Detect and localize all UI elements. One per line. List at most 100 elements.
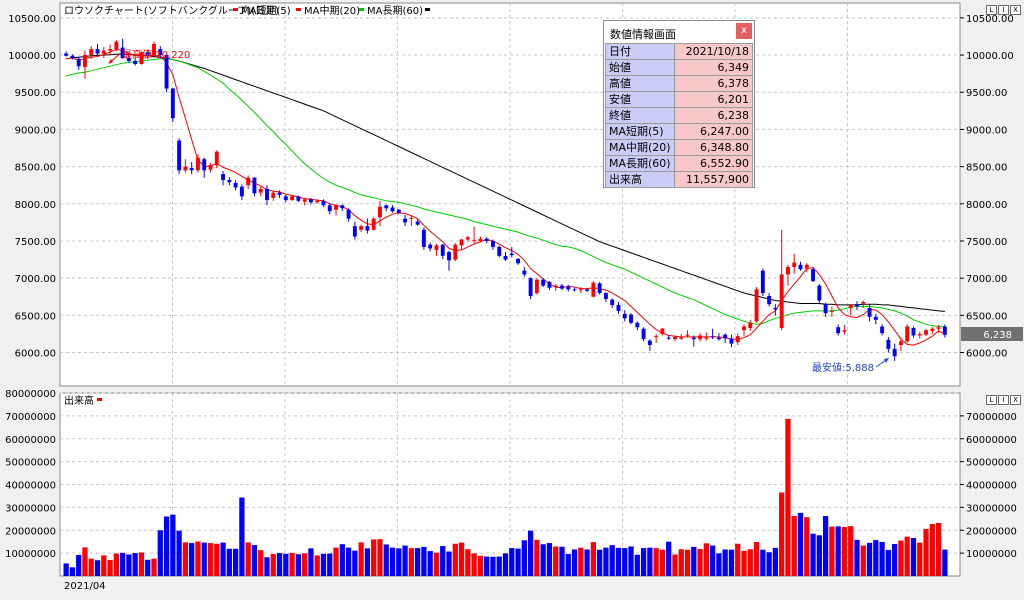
volume-bar <box>471 553 477 576</box>
candle-body <box>767 296 772 305</box>
price-pane-l-button[interactable]: L <box>986 5 997 15</box>
volume-bar <box>232 548 239 576</box>
volume-tick-label-right: 10000000 <box>966 549 1017 560</box>
candle-body <box>528 278 533 297</box>
candle-body <box>208 165 213 170</box>
candle-body <box>547 281 552 288</box>
volume-bar <box>678 549 684 576</box>
candle-body <box>792 262 797 268</box>
candle-body <box>83 55 87 67</box>
candle-body <box>484 238 489 241</box>
volume-bar <box>352 550 358 576</box>
volume-bar <box>201 542 207 576</box>
candle-body <box>936 327 941 329</box>
candle-body <box>76 58 81 67</box>
moving-average-lines <box>65 48 946 346</box>
candle-body <box>591 282 596 297</box>
candle-body <box>892 348 897 357</box>
volume-bar <box>358 542 364 576</box>
price-pane-x-button[interactable]: X <box>1010 5 1021 15</box>
candle-body <box>139 52 144 64</box>
candle-body <box>352 226 357 237</box>
volume-bar <box>477 555 484 576</box>
volume-tick-label-right: 50000000 <box>966 458 1017 469</box>
candle-body <box>258 188 263 193</box>
volume-bar <box>245 542 251 576</box>
volume-bar <box>465 549 471 576</box>
ma-long-label: MA長期(60) <box>367 5 423 17</box>
candle-body <box>491 240 495 247</box>
price-tick-label-left: 7500.00 <box>15 237 56 248</box>
info-panel[interactable]: 数値情報画面 x 日付 2021/10/18 始値 6,349 高値 6,378 安値… <box>603 20 755 188</box>
volume-tick-label-left: 70000000 <box>5 412 56 423</box>
price-tick-label-right: 6500.00 <box>966 311 1007 322</box>
volume-bar <box>63 563 69 576</box>
volume-bar <box>697 549 703 576</box>
candle-body <box>779 274 784 328</box>
volume-bar <box>251 545 258 576</box>
volume-bar <box>666 541 672 576</box>
volume-bar <box>615 547 622 576</box>
volume-bar <box>848 526 854 576</box>
candle-body <box>283 196 288 201</box>
volume-bar <box>929 524 935 576</box>
volume-bar <box>509 548 515 576</box>
volume-tick-label-right: 20000000 <box>966 526 1017 537</box>
volume-bar <box>553 546 559 576</box>
volume-bar <box>609 545 615 576</box>
info-value: 6,552.90 <box>674 155 753 172</box>
info-panel-close-button[interactable]: x <box>736 23 752 39</box>
info-key: MA短期(5) <box>605 123 675 140</box>
volume-bar <box>841 527 848 576</box>
info-row-close: 終値 6,238 <box>605 107 753 124</box>
volume-bar <box>295 554 302 576</box>
volume-bar <box>760 549 766 576</box>
candle-body <box>742 326 746 331</box>
volume-bar <box>942 549 948 576</box>
volume-tick-label-left: 10000000 <box>5 549 56 560</box>
candle-body <box>271 192 276 198</box>
candle-body <box>867 307 872 317</box>
volume-bar <box>603 547 609 576</box>
candle-body <box>622 313 627 319</box>
volume-bar <box>195 541 201 576</box>
candle-body <box>898 341 903 346</box>
volume-bar <box>810 533 816 576</box>
candle-body <box>371 218 376 230</box>
candle-body <box>126 58 131 62</box>
volume-bar <box>414 548 421 576</box>
volume-bar <box>289 552 295 576</box>
candle-body <box>516 258 520 264</box>
info-value: 11,557,900 <box>674 171 753 188</box>
volume-bar <box>490 556 496 576</box>
price-tick-label-right: 10500.00 <box>966 14 1014 25</box>
candle-body <box>848 304 853 308</box>
candle-body <box>114 41 119 50</box>
candle-body <box>735 336 740 343</box>
candle-body <box>152 43 156 56</box>
volume-bar <box>239 497 245 576</box>
max-price-arrowhead <box>108 59 113 64</box>
price-pane-i-button[interactable]: I <box>998 5 1009 15</box>
candle-body <box>603 293 608 299</box>
candle-body <box>221 174 225 180</box>
volume-bar <box>69 567 76 576</box>
candle-body <box>873 316 878 320</box>
volume-pane-x-button[interactable]: X <box>1010 395 1021 405</box>
volume-pane-l-button[interactable]: L <box>986 395 997 405</box>
candle-body <box>829 310 834 312</box>
volume-bar <box>659 549 666 576</box>
volume-bar <box>314 555 320 576</box>
candle-body <box>503 255 508 260</box>
candle-body <box>578 289 583 291</box>
volume-pane-i-button[interactable]: I <box>998 395 1009 405</box>
info-row-volume: 出来高 11,557,900 <box>605 171 753 188</box>
volume-bar <box>207 543 214 576</box>
volume-bar <box>94 560 101 576</box>
volume-bar <box>157 530 163 576</box>
info-row-ma-long: MA長期(60) 6,552.90 <box>605 155 753 172</box>
volume-legend: 出来高 <box>64 394 102 407</box>
candle-body <box>673 336 677 340</box>
info-key: MA長期(60) <box>605 155 675 172</box>
